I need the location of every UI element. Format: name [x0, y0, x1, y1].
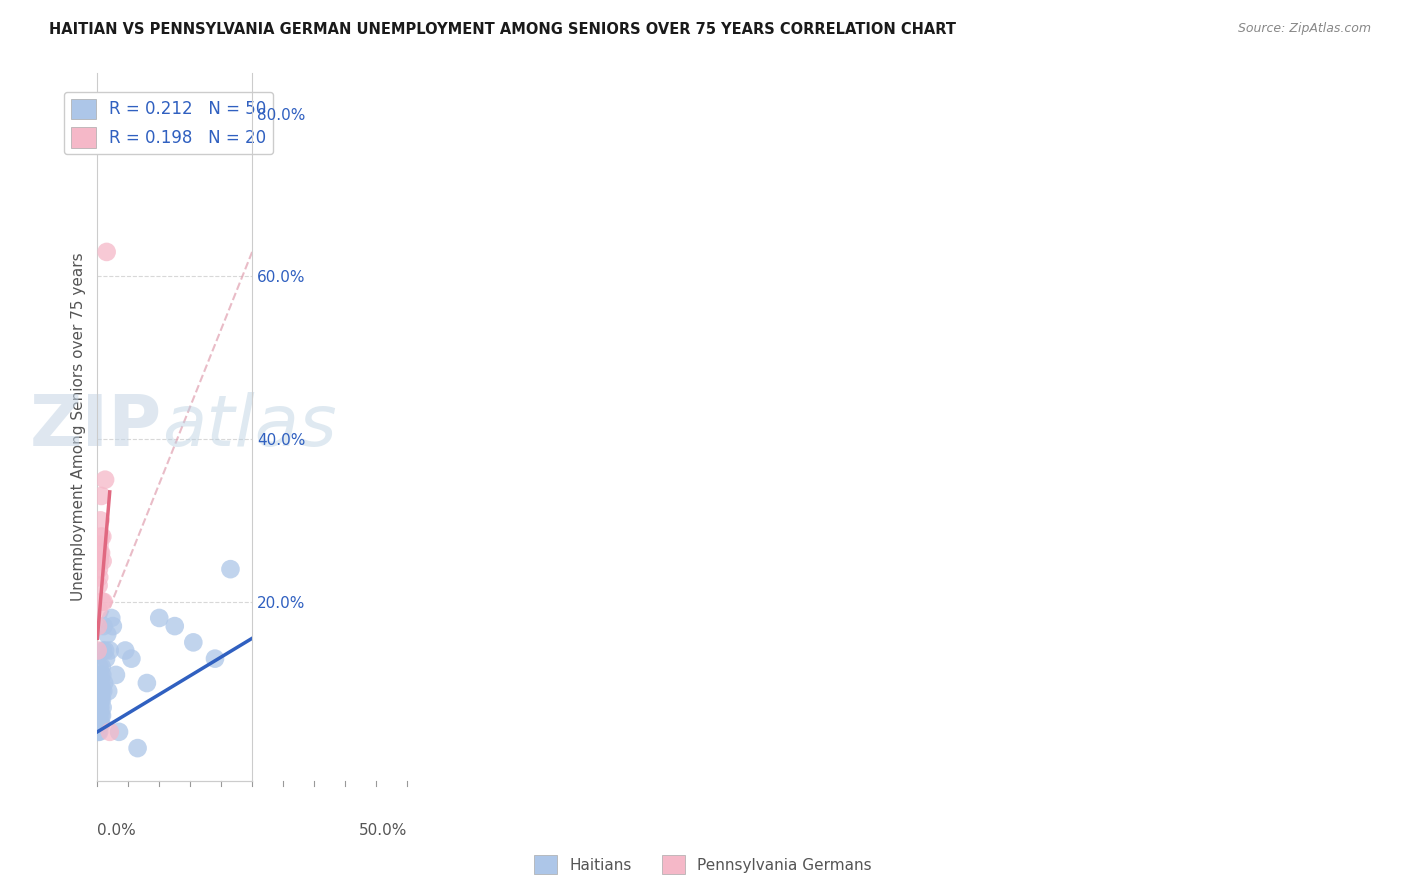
Point: [90, 489, 112, 503]
Point: [89, 724, 111, 739]
Point: [91, 668, 114, 682]
Text: 0.0%: 0.0%: [97, 823, 136, 838]
Point: [89, 546, 111, 560]
Point: [89, 513, 111, 527]
Point: [135, 676, 157, 690]
Text: HAITIAN VS PENNSYLVANIA GERMAN UNEMPLOYMENT AMONG SENIORS OVER 75 YEARS CORRELAT: HAITIAN VS PENNSYLVANIA GERMAN UNEMPLOYM…: [49, 22, 956, 37]
Point: [114, 643, 136, 657]
Point: [90, 546, 112, 560]
Point: [89, 700, 111, 714]
Legend: R = 0.212   N = 50, R = 0.198   N = 20: R = 0.212 N = 50, R = 0.198 N = 20: [65, 92, 273, 154]
Point: [91, 700, 114, 714]
Point: [87, 619, 110, 633]
Point: [104, 668, 127, 682]
Point: [120, 651, 142, 665]
Point: [89, 676, 111, 690]
Point: [108, 724, 131, 739]
Point: [89, 668, 111, 682]
Point: [91, 692, 114, 706]
Point: [93, 595, 115, 609]
Point: [89, 570, 111, 584]
Point: [96, 627, 118, 641]
Point: [86, 716, 108, 731]
Point: [87, 700, 110, 714]
Text: 50.0%: 50.0%: [359, 823, 406, 838]
Point: [94, 651, 117, 665]
Point: [93, 676, 115, 690]
Legend: Haitians, Pennsylvania Germans: Haitians, Pennsylvania Germans: [529, 849, 877, 880]
Point: [87, 708, 110, 723]
Point: [91, 684, 114, 698]
Point: [87, 603, 110, 617]
Text: ZIP: ZIP: [30, 392, 162, 461]
Point: [94, 643, 117, 657]
Point: [98, 643, 121, 657]
Point: [90, 716, 112, 731]
Point: [101, 619, 124, 633]
Point: [87, 692, 110, 706]
Point: [89, 538, 111, 552]
Point: [91, 554, 114, 568]
Point: [89, 692, 111, 706]
Point: [86, 643, 108, 657]
Point: [90, 708, 112, 723]
Point: [93, 619, 115, 633]
Point: [219, 562, 242, 576]
Point: [91, 708, 114, 723]
Point: [181, 635, 204, 649]
Point: [100, 611, 122, 625]
Point: [90, 530, 112, 544]
Text: atlas: atlas: [162, 392, 337, 461]
Point: [89, 716, 111, 731]
Y-axis label: Unemployment Among Seniors over 75 years: Unemployment Among Seniors over 75 years: [72, 252, 86, 601]
Point: [89, 684, 111, 698]
Point: [90, 684, 112, 698]
Point: [96, 244, 118, 259]
Point: [163, 619, 186, 633]
Point: [89, 554, 111, 568]
Point: [87, 724, 110, 739]
Point: [97, 684, 120, 698]
Text: Source: ZipAtlas.com: Source: ZipAtlas.com: [1237, 22, 1371, 36]
Point: [87, 562, 110, 576]
Point: [87, 684, 110, 698]
Point: [87, 676, 110, 690]
Point: [91, 595, 114, 609]
Point: [148, 611, 170, 625]
Point: [87, 716, 110, 731]
Point: [204, 651, 226, 665]
Point: [89, 708, 111, 723]
Point: [90, 692, 112, 706]
Point: [87, 578, 110, 592]
Point: [94, 473, 117, 487]
Point: [90, 676, 112, 690]
Point: [127, 741, 149, 756]
Point: [90, 660, 112, 674]
Point: [89, 660, 111, 674]
Point: [91, 643, 114, 657]
Point: [89, 700, 111, 714]
Point: [98, 724, 121, 739]
Point: [91, 530, 114, 544]
